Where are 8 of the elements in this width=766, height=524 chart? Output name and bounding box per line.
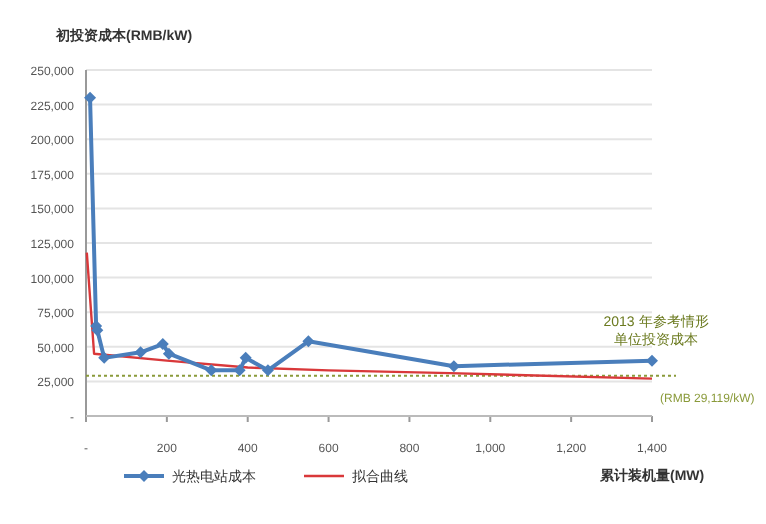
point (239, 351, 252, 364)
point (302, 335, 315, 348)
point (261, 364, 274, 377)
point (162, 347, 175, 360)
point (156, 338, 169, 351)
point (84, 91, 97, 104)
point (646, 354, 658, 367)
line-series (85, 251, 654, 380)
